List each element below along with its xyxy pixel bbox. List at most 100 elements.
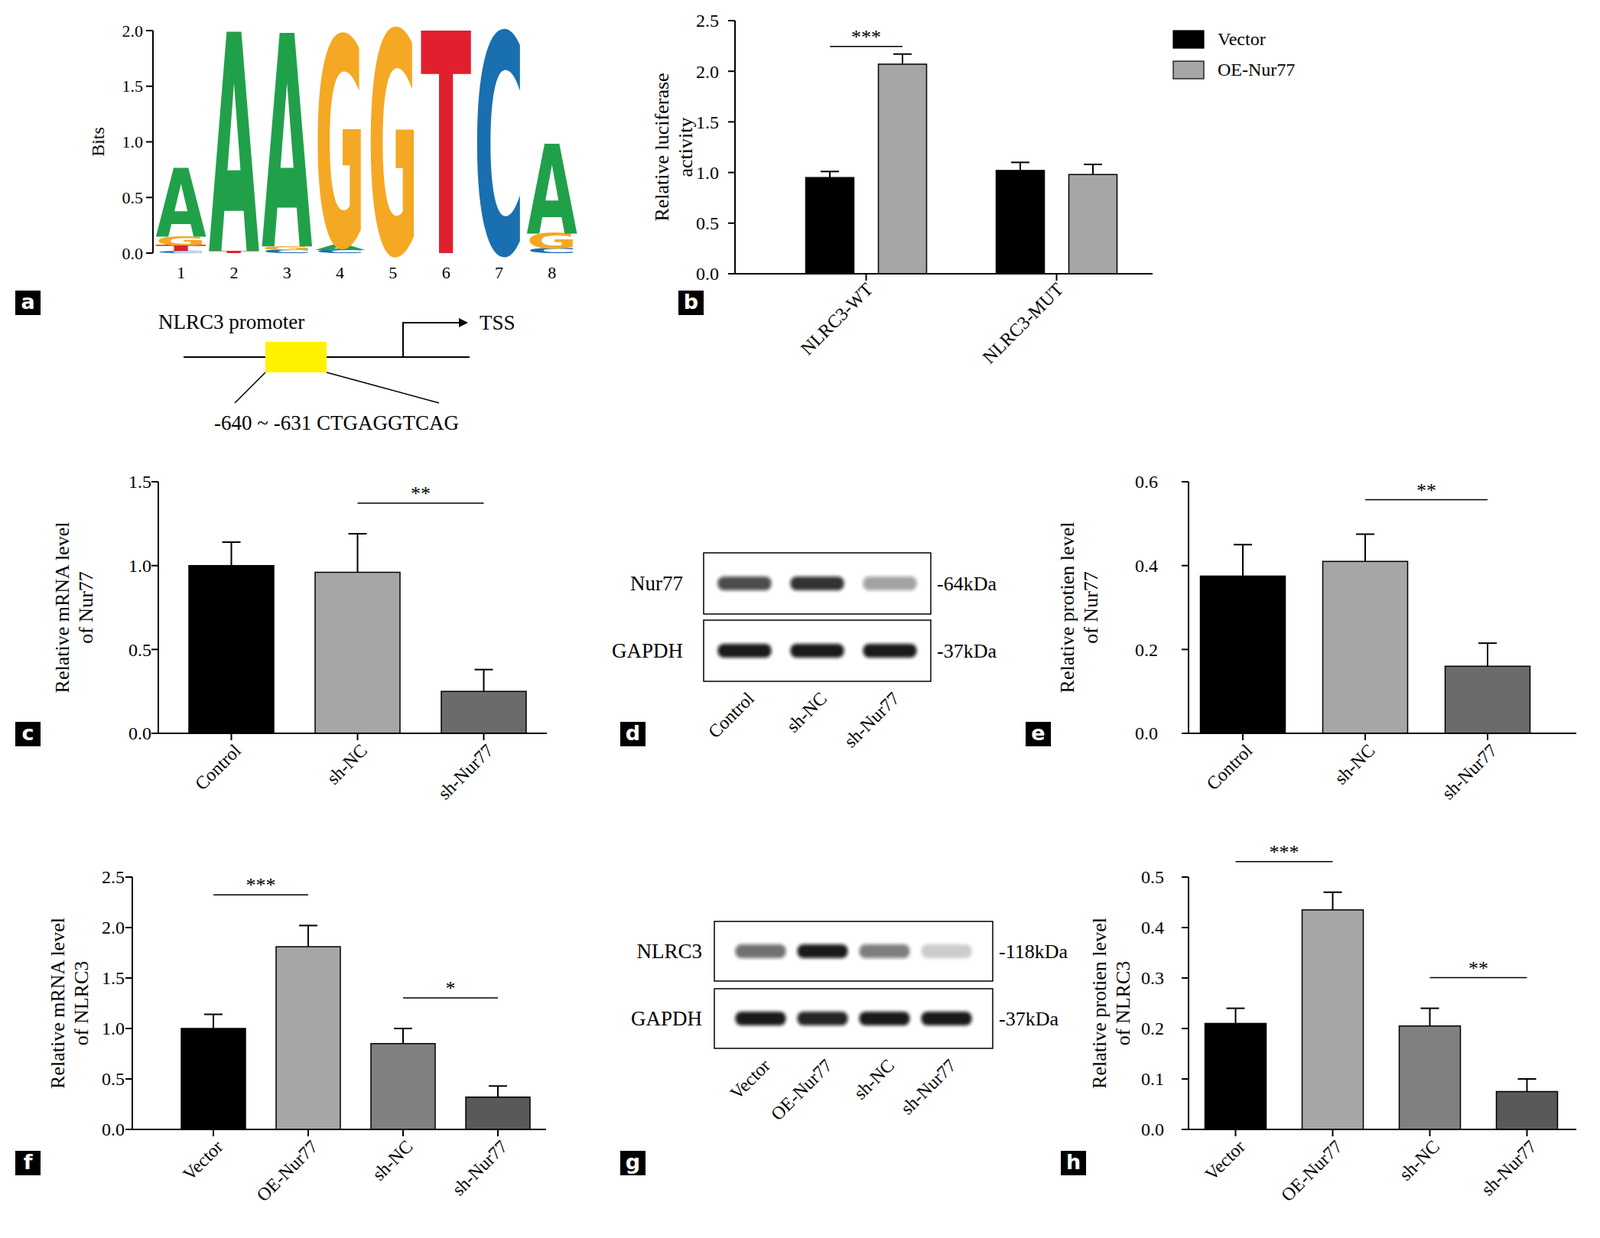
blot-band (735, 944, 787, 959)
panel-label: c (21, 721, 34, 745)
blot-band (790, 643, 845, 658)
y-tick (1181, 1128, 1189, 1131)
error-cap (474, 669, 494, 671)
x-tick-label: 7 (494, 263, 504, 283)
blot-row-label: GAPDH (611, 639, 683, 663)
y-tick (146, 29, 153, 32)
y-tick (125, 977, 133, 979)
y-tick (728, 70, 735, 72)
y-tick-label: 2.0 (122, 21, 144, 41)
blot-frame (714, 988, 993, 1049)
legend: VectorOE-Nur77 (1173, 29, 1295, 80)
x-tick-label: 5 (388, 263, 397, 283)
error-cap (1226, 1008, 1246, 1010)
lane-label: sh-NC (849, 1055, 898, 1104)
panel-label: d (625, 721, 641, 745)
error-bar (222, 542, 241, 566)
y-tick (125, 1078, 133, 1080)
logo-letter: T (420, 0, 472, 326)
y-tick (125, 876, 133, 879)
x-tick (402, 1129, 404, 1137)
error-line (1332, 892, 1334, 911)
bars (181, 925, 531, 1130)
y-axis: 0.00.10.20.30.40.5 (1141, 867, 1189, 1140)
logo-letter: G (314, 0, 365, 314)
lane-label: Vector (725, 1055, 774, 1104)
logo-letter: G (367, 0, 419, 326)
error-line (1242, 544, 1244, 576)
x-tick (1235, 1129, 1237, 1137)
error-line (1092, 164, 1094, 175)
blot-band (859, 944, 911, 959)
blot-band (797, 944, 849, 959)
x-tick-label: 6 (442, 263, 451, 283)
y-tick-label: 0.0 (101, 1119, 125, 1140)
bar (878, 64, 927, 274)
y-tick (1181, 876, 1189, 879)
x-tick-label: NLRC3-MUT (978, 279, 1068, 368)
y-tick-label: 0.1 (1141, 1069, 1165, 1090)
bar (1323, 561, 1409, 734)
error-bar (893, 54, 912, 65)
x-tick (483, 733, 485, 741)
error-cap (204, 1014, 223, 1016)
bar (1205, 1023, 1267, 1130)
error-cap (299, 924, 318, 927)
logo-letter: C (473, 0, 524, 325)
x-tick (230, 733, 233, 741)
significance-label: ** (410, 482, 431, 505)
bar (315, 572, 400, 734)
y-axis-title-line: of NLRC3 (1112, 961, 1135, 1047)
x-tick-label: sh-Nur77 (1437, 740, 1501, 804)
y-tick (125, 1128, 133, 1131)
y-tick-label: 0.2 (1134, 640, 1158, 661)
panel-label-box (15, 290, 41, 316)
y-axis-title-line: of Nur77 (74, 571, 98, 644)
panel-label: a (20, 289, 35, 314)
bar (1200, 575, 1286, 734)
x-tick (1242, 733, 1244, 741)
y-tick-label: 0.5 (1141, 867, 1165, 888)
y-tick-label: 2.5 (101, 867, 125, 888)
error-cap (893, 53, 912, 56)
bar (181, 1028, 246, 1130)
error-bar (820, 171, 840, 178)
y-axis-title: Relative mRNA levelof Nur77 (51, 522, 98, 694)
y-axis-line (1187, 481, 1190, 734)
x-tick-label: NLRC3-WT (796, 279, 877, 359)
panel-label: b (683, 289, 699, 314)
y-tick (146, 196, 153, 199)
error-line (497, 1086, 499, 1098)
blot-band (863, 576, 918, 591)
x-tick-label: 1 (176, 263, 186, 283)
error-line (212, 1014, 215, 1029)
blot-band (797, 1011, 849, 1026)
logo-letter: A (156, 149, 207, 260)
blot-size-label: -37kDa (936, 640, 997, 663)
y-tick (151, 481, 159, 483)
x-axis-line (132, 1128, 547, 1131)
y-axis-title-line: Relative protien level (1088, 917, 1111, 1090)
lane-label: sh-Nur77 (897, 1055, 960, 1119)
lane-label: sh-NC (782, 688, 831, 737)
y-tick-label: 2.0 (695, 61, 719, 82)
blot-band (790, 576, 845, 591)
y-axis-title: Relative luciferaseactivity (650, 72, 697, 222)
y-tick-label: 1.5 (122, 76, 144, 96)
y-tick (146, 85, 153, 88)
y-axis-title-line: Relative luciferase (650, 72, 674, 222)
figure: a0.00.51.01.52.0BitsCTGATACGACAGGTCCGA12… (0, 0, 1600, 1238)
bars (1205, 892, 1558, 1130)
tss-label: TSS (479, 311, 516, 335)
y-axis-title: Relative protien levelof Nur77 (1056, 522, 1103, 694)
blot-band (859, 1011, 911, 1026)
y-axis: 0.00.51.01.52.02.5 (101, 867, 133, 1140)
error-line (483, 669, 485, 693)
panel-label-box (1060, 1151, 1087, 1176)
y-tick-label: 0.0 (695, 263, 719, 284)
error-bar (204, 1014, 223, 1029)
x-axis-line (158, 732, 547, 735)
site-callout (326, 372, 440, 404)
y-tick (728, 120, 735, 123)
x-tick-label: sh-NC (1395, 1136, 1444, 1185)
